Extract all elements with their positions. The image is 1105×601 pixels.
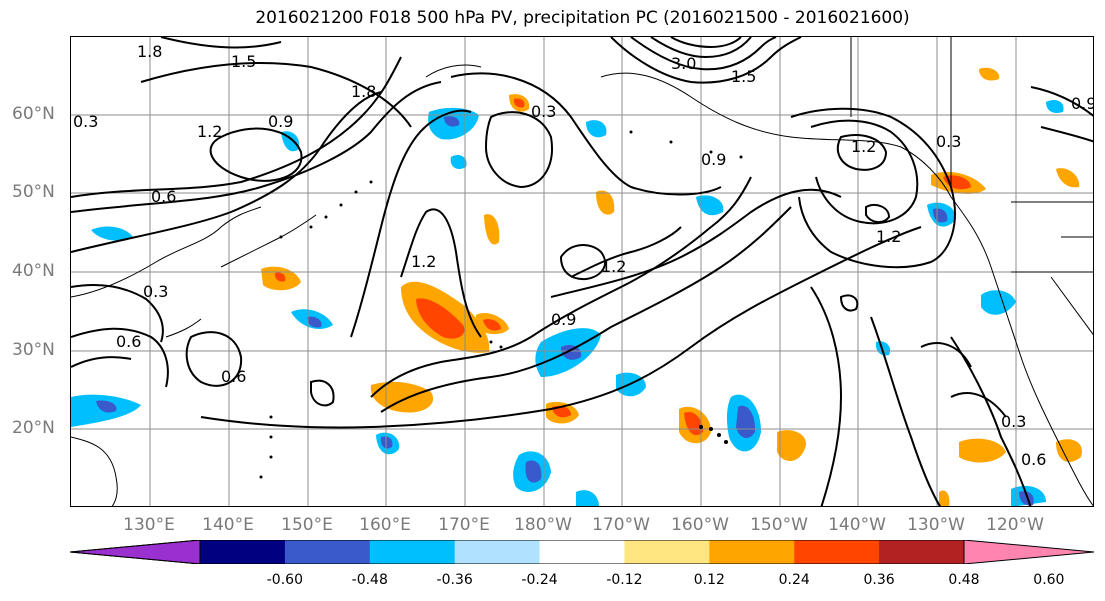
contour-label: 0.3 [143,282,168,301]
contour-label: 1.2 [411,252,436,271]
map-panel: 1.8 1.5 1.2 0.9 0.6 0.3 3.0 1.5 1.8 0.9 … [70,36,1094,507]
colorbar-tick-label: 0.36 [863,572,895,588]
lat-label-30n: 30°N [12,340,55,360]
contour-label: 3.0 [671,54,696,73]
map-canvas: 1.8 1.5 1.2 0.9 0.6 0.3 3.0 1.5 1.8 0.9 … [71,37,1094,506]
contour-label: 0.3 [936,132,961,151]
lat-label-60n: 60°N [12,104,55,124]
contour-label: 1.5 [231,52,256,71]
contour-label: 1.2 [876,227,901,246]
contour-label: 0.9 [1071,94,1094,113]
colorbar-segment [200,540,286,564]
contour-label: 0.9 [551,310,576,329]
colorbar-segment [709,540,795,564]
lon-label-140w: 140°W [828,515,886,535]
lon-label-170e: 170°E [438,515,490,535]
contour-label: 1.2 [851,137,876,156]
lon-label-140e: 140°E [202,515,254,535]
lon-label-150w: 150°W [750,515,808,535]
contour-label: 0.6 [221,367,246,386]
colorbar [70,540,1094,564]
colorbar-tick-label: -0.48 [351,572,388,588]
graticule [71,37,1093,506]
pv-contours [71,37,1093,506]
precip-shading [71,67,1082,506]
contour-label: 1.8 [137,42,162,61]
contour-label: 0.9 [701,150,726,169]
lon-label-120w: 120°W [986,515,1044,535]
colorbar-tick-label: 0.60 [1033,572,1065,588]
colorbar-tick-label: 0.48 [948,572,980,588]
contour-label: 1.8 [351,82,376,101]
lat-label-20n: 20°N [12,418,55,438]
colorbar-tick-label: 0.24 [778,572,810,588]
lat-label-40n: 40°N [12,261,55,281]
colorbar-segment [284,540,371,564]
lon-label-130w: 130°W [907,515,965,535]
lon-label-130e: 130°E [123,515,175,535]
lon-label-150e: 150°E [281,515,333,535]
colorbar-segment [454,540,541,564]
colorbar-tick-label: 0.12 [693,572,725,588]
island-chains [259,130,743,479]
contour-label: 1.2 [197,122,222,141]
contour-label: 1.2 [601,257,626,276]
colorbar-segment [794,540,880,564]
colorbar-extend-min [70,540,201,564]
contour-label: 1.5 [731,67,756,86]
colorbar-segment [539,540,625,564]
lon-label-170w: 170°W [592,515,650,535]
colorbar-tick-label: -0.24 [521,572,558,588]
colorbar-segment [624,540,710,564]
contour-label: 0.9 [268,112,293,131]
contour-label: 0.6 [151,187,176,206]
contour-label: 0.3 [73,112,98,131]
lon-label-160e: 160°E [359,515,411,535]
contour-labels: 1.8 1.5 1.2 0.9 0.6 0.3 3.0 1.5 1.8 0.9 … [73,42,1094,469]
colorbar-tick-label: -0.60 [266,572,303,588]
lon-label-160w: 160°W [671,515,729,535]
colorbar-segment [879,540,965,564]
contour-label: 0.3 [1001,412,1026,431]
contour-label: 0.3 [531,102,556,121]
lat-label-50n: 50°N [12,182,55,202]
colorbar-segment [369,540,456,564]
colorbar-tick-label: -0.36 [436,572,473,588]
coastlines [71,37,1093,506]
colorbar-tick-label: -0.12 [606,572,643,588]
contour-label: 0.6 [1021,450,1046,469]
map-title: 2016021200 F018 500 hPa PV, precipitatio… [255,8,910,28]
contour-label: 0.6 [116,332,141,351]
lon-label-180w: 180°W [514,515,572,535]
colorbar-extend-max [963,540,1094,564]
